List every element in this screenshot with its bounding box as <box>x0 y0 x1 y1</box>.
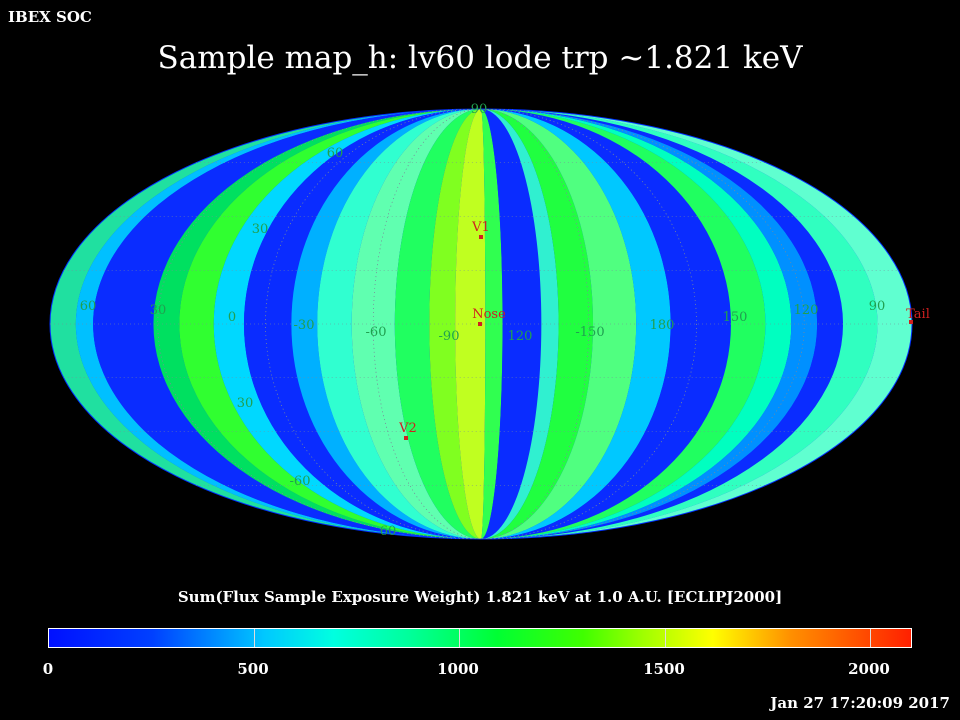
longitude-label: 90 <box>869 299 886 314</box>
longitude-label: -60 <box>366 325 387 340</box>
longitude-label: 30 <box>150 303 167 318</box>
map-title: Sample map_h: lv60 lode trp ~1.821 keV <box>157 40 803 76</box>
colorbar-title: Sum(Flux Sample Exposure Weight) 1.821 k… <box>177 588 783 606</box>
colorbar <box>48 628 912 648</box>
longitude-label: -30 <box>294 318 315 333</box>
colorbar-label-2000: 2000 <box>848 660 890 678</box>
colorbar-label-0: 0 <box>42 660 54 678</box>
longitude-label: -150 <box>575 325 604 340</box>
latitude-label: 30 <box>237 396 254 411</box>
colorbar-tick <box>254 629 255 647</box>
map-band <box>93 109 481 539</box>
marker-dot <box>479 235 483 239</box>
latitude-label: 60 <box>327 146 344 161</box>
map-band <box>481 109 594 539</box>
marker-dot <box>478 322 482 326</box>
colorbar-tick <box>665 629 666 647</box>
map-band <box>481 109 637 539</box>
latitude-label: 90 <box>471 102 488 117</box>
colorbar-tick <box>459 629 460 647</box>
timestamp: Jan 27 17:20:09 2017 <box>770 694 950 712</box>
map-band <box>481 109 542 539</box>
colorbar-label-1500: 1500 <box>643 660 685 678</box>
meridian-line <box>265 109 697 539</box>
longitude-label: 60 <box>80 299 97 314</box>
marker-label: V2 <box>398 421 417 436</box>
meridian-line <box>372 109 590 539</box>
longitude-label: 120 <box>508 329 533 344</box>
map-band <box>481 109 671 539</box>
meridian-line <box>157 109 805 539</box>
colorbar-tick <box>870 629 871 647</box>
longitude-label: 150 <box>723 310 748 325</box>
colorbar-label-500: 500 <box>237 660 269 678</box>
marker-label: Nose <box>472 307 506 322</box>
latitude-label: 60 <box>380 524 397 539</box>
colorbar-label-1000: 1000 <box>437 660 479 678</box>
longitude-label: 120 <box>794 303 819 318</box>
map-band <box>317 109 481 539</box>
latitude-label: -60 <box>290 474 311 489</box>
org-label: IBEX SOC <box>8 8 92 26</box>
map-band <box>481 109 559 539</box>
marker-dot <box>404 436 408 440</box>
map-band <box>481 109 503 539</box>
marker-dot <box>909 320 913 324</box>
longitude-label: 180 <box>650 318 675 333</box>
latitude-label: 30 <box>252 222 269 237</box>
map-band <box>291 109 481 539</box>
marker-label: V1 <box>471 220 490 235</box>
marker-label: Tail <box>906 307 930 322</box>
longitude-label: 0 <box>228 310 236 325</box>
longitude-label: -90 <box>439 329 460 344</box>
map-band <box>243 109 481 539</box>
